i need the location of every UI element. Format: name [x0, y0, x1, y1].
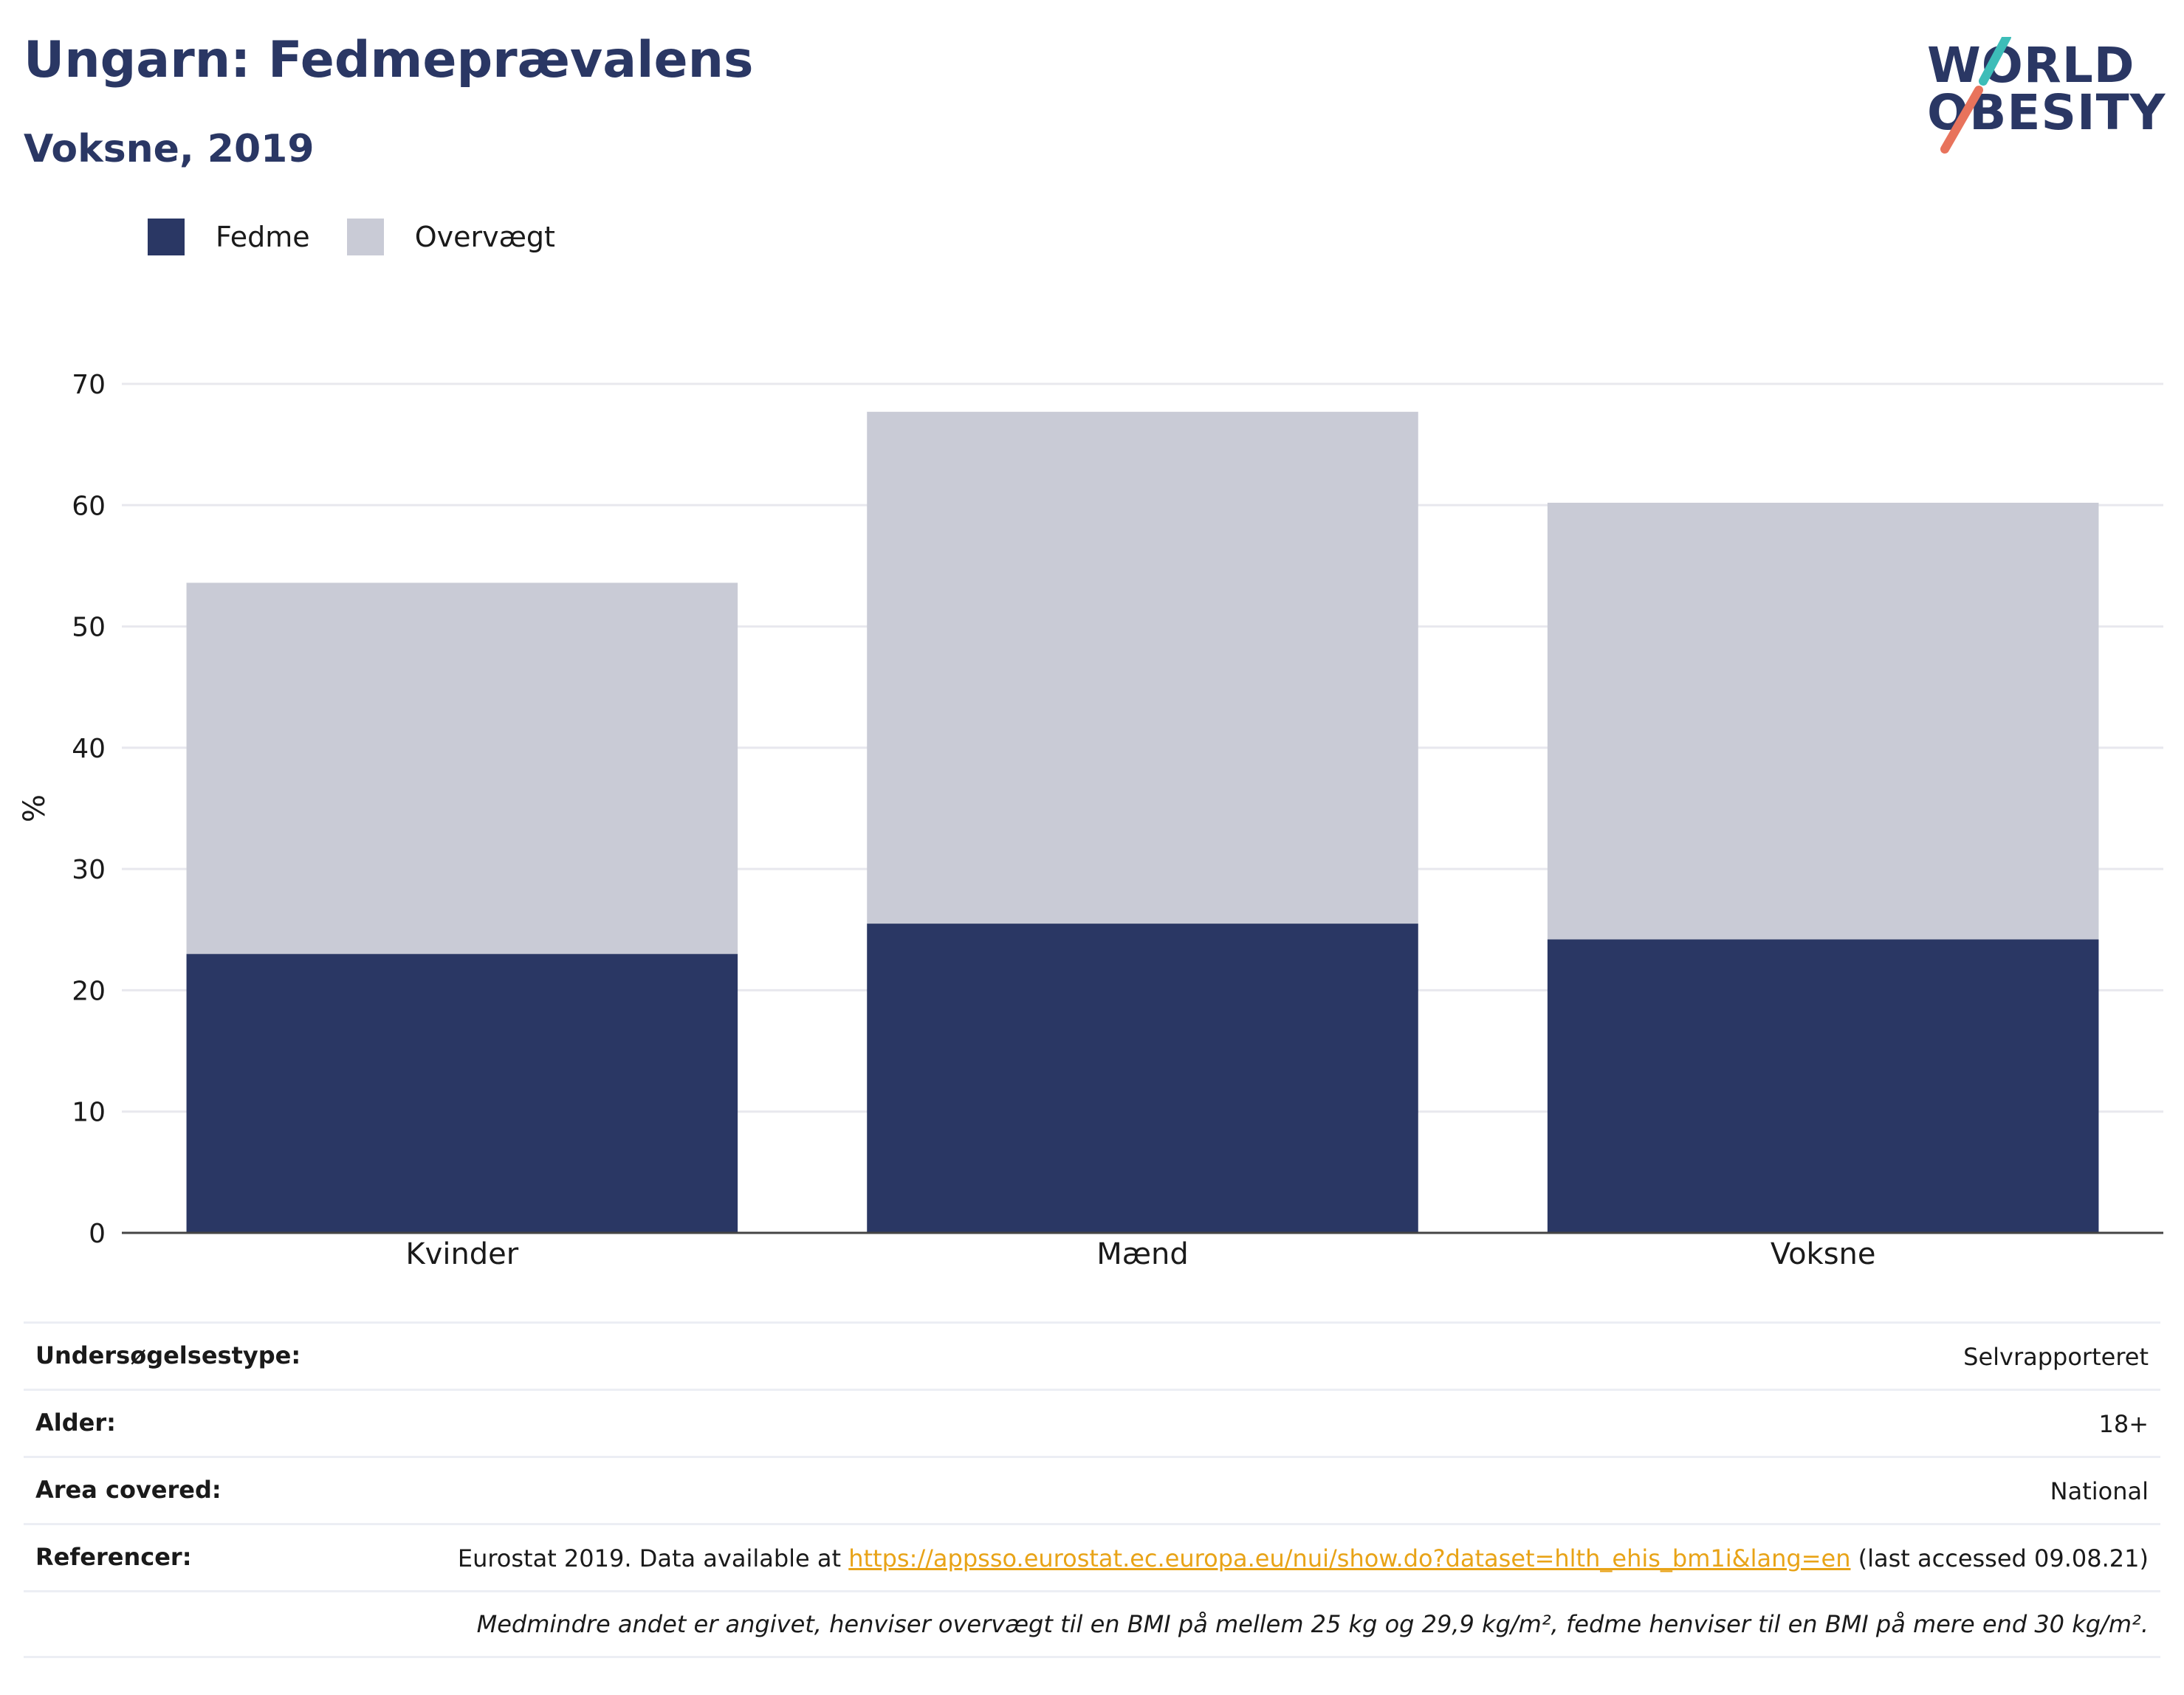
legend-item-overvaegt[interactable]: Overvægt — [346, 219, 555, 255]
logo-line-1: WORLD — [1927, 37, 2135, 94]
bar-fedme — [186, 954, 738, 1233]
info-value-references: Eurostat 2019. Data available at https:/… — [458, 1543, 2149, 1574]
legend-item-fedme[interactable]: Fedme — [148, 219, 310, 255]
info-row-references: Referencer: Eurostat 2019. Data availabl… — [24, 1523, 2160, 1590]
reference-link[interactable]: https://appsso.eurostat.ec.europa.eu/nui… — [848, 1544, 1851, 1572]
y-tick-label: 20 — [72, 976, 106, 1006]
bar-fedme — [1547, 939, 2099, 1233]
info-key-age: Alder: — [35, 1409, 116, 1437]
bar-overvaegt — [867, 411, 1418, 924]
info-key-references: Referencer: — [35, 1543, 192, 1571]
bar-overvaegt — [186, 582, 738, 955]
info-row-survey-type: Undersøgelsestype: Selvrapporteret — [24, 1321, 2160, 1389]
info-row-area: Area covered: National — [24, 1456, 2160, 1523]
bar-chart: 0 10 20 30 40 50 60 70 Kvinder Mænd Voksne% — [18, 370, 2163, 1271]
info-value-age: 18+ — [2098, 1410, 2149, 1438]
bar-overvaegt — [1547, 503, 2099, 940]
x-category-label: Mænd — [1096, 1237, 1189, 1271]
y-tick-label: 40 — [72, 734, 106, 764]
page-title: Ungarn: Fedmeprævalens — [24, 31, 754, 89]
info-key-area: Area covered: — [35, 1476, 222, 1504]
info-row-age: Alder: 18+ — [24, 1389, 2160, 1456]
legend-label-fedme: Fedme — [216, 221, 310, 253]
y-tick-label: 50 — [72, 613, 106, 643]
footnote: Medmindre andet er angivet, henviser ove… — [24, 1590, 2160, 1658]
y-tick-label: 10 — [72, 1098, 106, 1128]
x-category-label: Kvinder — [405, 1237, 518, 1271]
info-key-survey-type: Undersøgelsestype: — [35, 1341, 301, 1369]
info-table: Undersøgelsestype: Selvrapporteret Alder… — [24, 1321, 2160, 1658]
y-tick-label: 30 — [72, 855, 106, 885]
y-tick-label: 70 — [72, 370, 106, 400]
reference-suffix: (last accessed 09.08.21) — [1850, 1544, 2149, 1572]
y-axis-title: % — [18, 794, 52, 822]
logo-slash-icon — [1940, 37, 2011, 154]
y-tick-label: 60 — [72, 491, 106, 521]
bar-fedme — [867, 924, 1418, 1233]
legend-swatch-fedme — [148, 219, 185, 255]
page-subtitle: Voksne, 2019 — [24, 127, 315, 171]
y-tick-label: 0 — [89, 1219, 106, 1249]
reference-prefix: Eurostat 2019. Data available at — [457, 1544, 849, 1572]
info-value-area: National — [2050, 1477, 2149, 1505]
info-value-survey-type: Selvrapporteret — [1963, 1343, 2149, 1371]
legend-swatch-overvaegt — [346, 219, 384, 255]
world-obesity-logo: WORLD OBESITY — [1927, 37, 2171, 155]
legend-label-overvaegt: Overvægt — [414, 221, 555, 253]
chart-legend: Fedme Overvægt — [148, 219, 592, 255]
x-category-label: Voksne — [1771, 1237, 1876, 1271]
